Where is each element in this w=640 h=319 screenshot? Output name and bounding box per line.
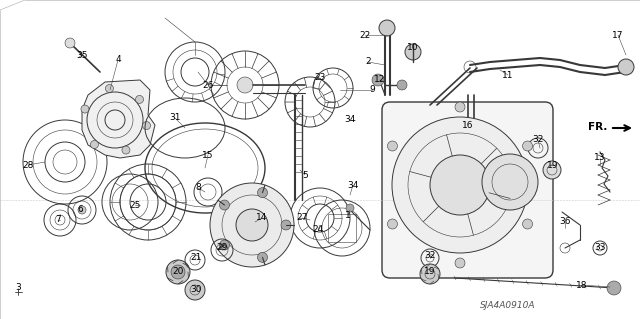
Text: 22: 22 [360,31,371,40]
Circle shape [392,117,528,253]
Text: 8: 8 [195,183,201,192]
Text: 20: 20 [172,268,184,277]
Circle shape [543,161,561,179]
Circle shape [122,146,130,154]
Circle shape [430,155,490,215]
Text: 31: 31 [169,114,180,122]
Circle shape [522,141,532,151]
Text: 4: 4 [115,56,121,64]
Text: 12: 12 [374,76,386,85]
Text: 3: 3 [15,284,21,293]
Text: 24: 24 [312,226,324,234]
FancyBboxPatch shape [382,102,553,278]
Circle shape [65,38,75,48]
Circle shape [455,258,465,268]
Circle shape [166,260,190,284]
Text: 30: 30 [190,286,202,294]
Text: 23: 23 [314,73,326,83]
Circle shape [220,200,230,210]
Text: 27: 27 [296,213,308,222]
Circle shape [397,80,407,90]
Circle shape [78,206,86,214]
Text: 9: 9 [369,85,375,94]
Circle shape [220,240,230,250]
Text: SJA4A0910A: SJA4A0910A [480,300,536,309]
Circle shape [607,281,621,295]
Text: 15: 15 [202,151,214,160]
Text: 28: 28 [22,160,34,169]
Circle shape [210,183,294,267]
Circle shape [379,20,395,36]
Text: 13: 13 [595,153,605,162]
Polygon shape [82,80,155,158]
Circle shape [90,140,99,149]
Text: 16: 16 [462,121,474,130]
Text: 7: 7 [55,216,61,225]
Circle shape [281,220,291,230]
Circle shape [81,105,89,113]
Circle shape [405,44,421,60]
Circle shape [237,77,253,93]
Circle shape [185,280,205,300]
Text: 19: 19 [424,268,436,277]
Text: 33: 33 [595,243,605,253]
Circle shape [455,102,465,112]
Text: 32: 32 [532,136,544,145]
Circle shape [257,188,268,198]
Text: 18: 18 [576,280,588,290]
Circle shape [346,204,354,212]
Text: 17: 17 [612,31,624,40]
Text: 25: 25 [129,201,141,210]
Text: 11: 11 [502,70,514,79]
Text: 5: 5 [302,170,308,180]
Circle shape [106,85,113,93]
Circle shape [387,141,397,151]
Text: 2: 2 [365,57,371,66]
Text: 32: 32 [424,250,436,259]
Text: FR.: FR. [588,122,607,132]
Circle shape [618,59,634,75]
Circle shape [143,122,150,130]
Text: 34: 34 [344,115,356,124]
Circle shape [482,154,538,210]
Circle shape [136,95,143,103]
Text: 1: 1 [345,211,351,219]
Text: 19: 19 [547,160,559,169]
Text: 29: 29 [216,243,228,253]
Text: 10: 10 [407,42,419,51]
Text: 26: 26 [202,80,214,90]
Text: 6: 6 [77,205,83,214]
Text: 14: 14 [256,213,268,222]
Circle shape [171,265,185,279]
Polygon shape [480,145,520,225]
Circle shape [372,74,384,86]
Text: 34: 34 [348,181,358,189]
Circle shape [387,219,397,229]
Circle shape [257,252,268,262]
Circle shape [522,219,532,229]
Circle shape [420,264,440,284]
Text: 21: 21 [190,254,202,263]
Text: 36: 36 [559,218,571,226]
Text: 35: 35 [76,50,88,60]
Circle shape [236,209,268,241]
